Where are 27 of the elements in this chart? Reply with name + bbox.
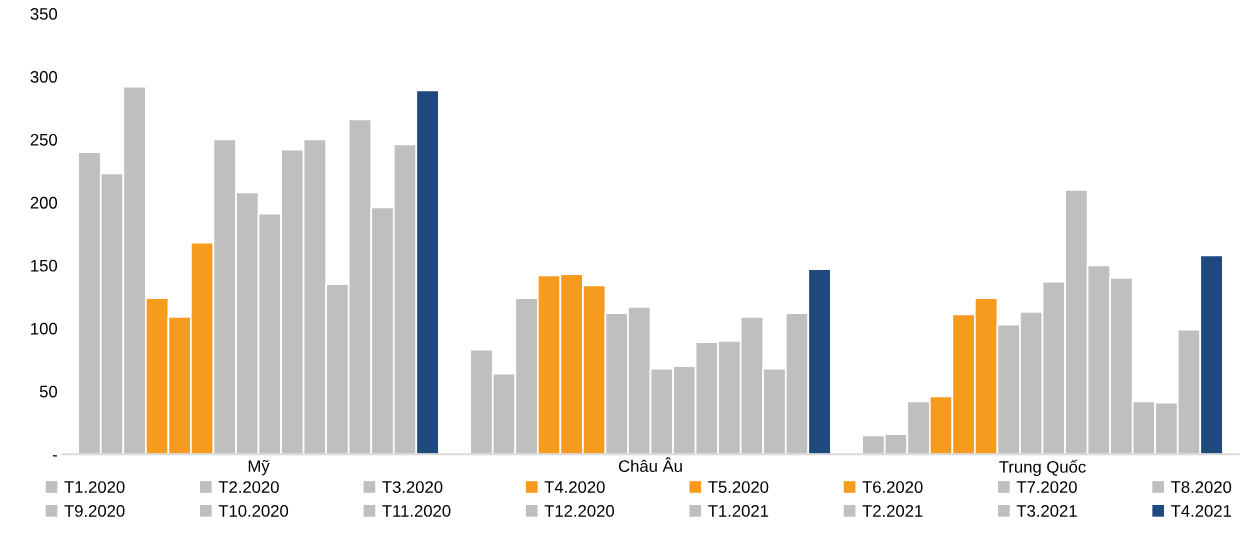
legend-label: T11.2020 — [382, 505, 451, 517]
legend-label: T1.2021 — [708, 505, 769, 517]
legend-label: T10.2020 — [218, 505, 289, 517]
x-tick-label: Châu Âu — [618, 457, 682, 473]
y-tick-label: 200 — [30, 196, 58, 209]
y-tick-label: - — [52, 455, 57, 457]
legend-label: T1.2020 — [64, 481, 125, 493]
x-tick-label: Trung Quốc — [999, 459, 1086, 477]
legend-label: T4.2020 — [544, 481, 605, 493]
y-tick-label: 350 — [30, 8, 58, 20]
legend-label: T2.2021 — [862, 505, 923, 517]
legend-label: T4.2021 — [1171, 505, 1232, 517]
legend-label: T6.2020 — [862, 481, 923, 493]
legend-label: T5.2020 — [708, 481, 769, 493]
y-tick-label: 300 — [30, 70, 58, 83]
legend-label: T8.2020 — [1171, 481, 1232, 493]
y-tick-label: 100 — [31, 322, 58, 335]
legend-label: T7.2020 — [1016, 481, 1077, 493]
legend-label: T3.2021 — [1016, 505, 1077, 517]
legend-label: T9.2020 — [64, 505, 125, 517]
y-tick-label: 150 — [31, 259, 58, 272]
legend-label: T12.2020 — [544, 505, 614, 517]
legend-label: T3.2020 — [382, 481, 443, 493]
x-tick-label: Mỹ — [248, 459, 270, 476]
legend-label: T2.2020 — [218, 481, 279, 493]
y-tick-label: 250 — [30, 133, 58, 146]
y-tick-label: 50 — [39, 385, 58, 398]
